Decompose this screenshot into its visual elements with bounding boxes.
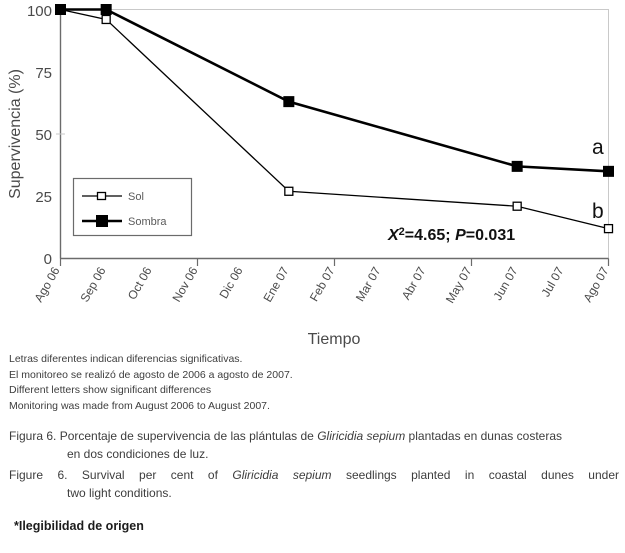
chi-symbol: X: [387, 227, 400, 244]
chi-value: =4.65;: [405, 227, 455, 244]
x-tick-marks: [59, 258, 610, 266]
significance-letter-b: b: [592, 200, 604, 223]
y-tick-label-25: 25: [35, 189, 52, 206]
caption-english-line2: two light conditions.: [67, 485, 172, 500]
data-point-sombra-ago-07: [603, 165, 614, 177]
statistics-annotation: X2=4.65; P=0.031: [387, 226, 515, 244]
y-tick-label-100: 100: [27, 3, 52, 20]
legend-label-sol: Sol: [128, 191, 144, 203]
caption-spanish-species: Gliricidia sepium: [317, 429, 406, 443]
data-point-sombra-ago-06: [55, 4, 66, 15]
caption-spanish-suffix: plantadas en dunas costeras: [405, 429, 562, 443]
y-axis-title: Supervivencia (%): [7, 69, 24, 199]
x-tick-label-11: Jul 07: [538, 264, 566, 299]
data-point-sombra-sep-06: [100, 4, 112, 15]
data-series-layer: [55, 4, 614, 234]
caption-spanish-line1: Figura 6. Porcentaje de supervivencia de…: [9, 428, 619, 446]
data-point-sombra-ene-07: [283, 96, 295, 108]
x-tick-label-9: May 07: [443, 264, 475, 305]
caption-english-species: Gliricidia sepium: [232, 468, 332, 482]
caption-spanish: Figura 6. Porcentaje de supervivencia de…: [0, 428, 625, 463]
data-point-sombra-jun-07: [511, 160, 523, 172]
caption-english: Figure 6. Survival per cent of Gliricidi…: [0, 467, 625, 502]
p-symbol: P: [455, 227, 466, 244]
x-tick-label-0: Ago 06: [31, 264, 62, 304]
note-line-3: Monitoring was made from August 2006 to …: [9, 399, 270, 412]
caption-english-line1: Figure 6. Survival per cent of Gliricidi…: [9, 467, 619, 485]
y-tick-label-0: 0: [44, 251, 52, 268]
p-value: =0.031: [466, 227, 515, 244]
figure-container: 100 75 50 25 0 Supervivencia (%) Ago 06 …: [7, 3, 614, 348]
x-axis-title: Tiempo: [308, 331, 361, 348]
x-tick-label-10: Jun 07: [490, 264, 520, 302]
caption-english-prefix: Figure 6. Survival per cent of: [9, 468, 233, 482]
legend-marker-sombra: [96, 215, 108, 227]
note-line-1: El monitoreo se realizó de agosto de 200…: [9, 368, 293, 381]
x-tick-labels: Ago 06 Sep 06 Oct 06 Nov 06 Dic 06 Ene 0…: [31, 264, 611, 305]
note-line-2: Different letters show significant diffe…: [9, 384, 212, 396]
legend-box: [72, 177, 193, 237]
caption-spanish-line2: en dos condiciones de luz.: [67, 446, 209, 461]
caption-block: Letras diferentes indican diferencias si…: [0, 352, 625, 533]
x-tick-label-8: Abr 07: [399, 264, 429, 302]
y-tick-label-50: 50: [35, 127, 52, 144]
chart-legend: Sol Sombra: [72, 177, 193, 237]
chi-exponent: 2: [399, 226, 405, 238]
survival-line-chart: 100 75 50 25 0 Supervivencia (%) Ago 06 …: [7, 3, 614, 348]
data-point-sol-sep-06: [101, 14, 111, 25]
legend-label-sombra: Sombra: [128, 216, 167, 228]
caption-spanish-prefix: Figura 6. Porcentaje de supervivencia de…: [9, 429, 318, 443]
data-point-sol-ago-07: [603, 223, 614, 234]
x-tick-label-7: Mar 07: [353, 264, 384, 304]
legend-marker-sol: [96, 191, 107, 201]
x-tick-label-2: Oct 06: [125, 264, 155, 302]
data-point-sol-jun-07: [512, 201, 522, 211]
x-tick-label-4: Dic 06: [216, 264, 245, 301]
caption-english-suffix: seedlings planted in coastal dunes under: [331, 468, 619, 482]
x-tick-label-6: Feb 07: [307, 264, 338, 304]
data-point-sol-ene-07: [284, 186, 294, 196]
y-tick-label-75: 75: [35, 65, 52, 82]
x-tick-label-12: Ago 07: [580, 264, 611, 304]
x-tick-label-5: Ene 07: [260, 264, 291, 304]
x-tick-label-3: Nov 06: [169, 264, 200, 304]
x-tick-label-1: Sep 06: [77, 264, 108, 304]
significance-letter-a: a: [592, 136, 604, 159]
note-line-0: Letras diferentes indican diferencias si…: [9, 353, 243, 365]
origin-illegibility-note: *Ilegibilidad de origen: [14, 519, 144, 533]
